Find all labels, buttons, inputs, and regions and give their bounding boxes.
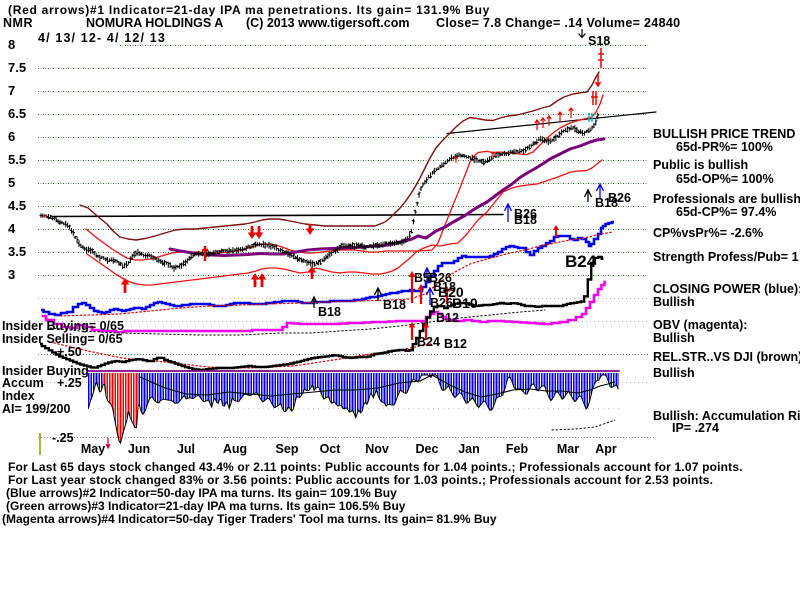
svg-text:Insider Buying: Insider Buying (2, 364, 89, 378)
svg-text:B12: B12 (444, 337, 467, 351)
svg-text:B5: B5 (414, 271, 430, 285)
svg-text:(Red arrows)#1 Indicator=21-da: (Red arrows)#1 Indicator=21-day IPA ma p… (8, 3, 490, 17)
svg-text:Professionals are bullish: Professionals are bullish (653, 192, 800, 206)
svg-text:Aug: Aug (223, 442, 247, 456)
svg-text:CP%vsPr%= -2.6%: CP%vsPr%= -2.6% (653, 226, 763, 240)
svg-text:Apr: Apr (595, 442, 617, 456)
svg-text:B24: B24 (417, 335, 440, 349)
svg-text:Insider Selling= 0/65: Insider Selling= 0/65 (2, 332, 123, 346)
svg-text:+.50: +.50 (57, 345, 82, 359)
svg-text:4.5: 4.5 (8, 198, 26, 213)
svg-text:(C) 2013 www.tigersoft.com: (C) 2013 www.tigersoft.com (246, 16, 409, 30)
svg-text:B18: B18 (433, 280, 456, 294)
svg-text:B26: B26 (429, 271, 452, 285)
svg-text:Nov: Nov (365, 442, 389, 456)
svg-text:REL.STR..VS DJI (brown):: REL.STR..VS DJI (brown): (653, 350, 800, 364)
svg-text:CLOSING POWER (blue):: CLOSING POWER (blue): (653, 282, 800, 296)
svg-text:Sep: Sep (276, 442, 299, 456)
svg-text:For Last year stock changed 8: For Last year stock changed 83% or 3.56 … (8, 473, 713, 487)
svg-text:3: 3 (8, 267, 15, 282)
svg-text:65d-OP%= 100%: 65d-OP%= 100% (676, 172, 774, 186)
svg-text:B24: B24 (565, 252, 597, 271)
svg-text:6: 6 (8, 129, 15, 144)
svg-text:B26: B26 (430, 296, 453, 310)
svg-text:7: 7 (8, 83, 15, 98)
svg-text:OBV (magenta):: OBV (magenta): (653, 318, 747, 332)
svg-text:Oct: Oct (320, 442, 342, 456)
svg-text:Bullish: Bullish (653, 331, 695, 345)
svg-text:S18: S18 (588, 34, 610, 48)
svg-text:Close= 7.8 Change= .14 Volum: Close= 7.8 Change= .14 Volume= 24840 (436, 16, 680, 30)
svg-text:Bullish: Bullish (653, 366, 695, 380)
svg-text:8: 8 (8, 37, 15, 52)
svg-text:Feb: Feb (506, 442, 529, 456)
svg-text:5: 5 (8, 175, 15, 190)
svg-text:Strength Profess/Pub= 1: Strength Profess/Pub= 1 (653, 250, 799, 264)
svg-text:B18: B18 (595, 196, 618, 210)
svg-text:65d-CP%= 97.4%: 65d-CP%= 97.4% (676, 205, 776, 219)
svg-text:65d-PR%= 100%: 65d-PR%= 100% (676, 140, 773, 154)
svg-text:4: 4 (8, 221, 16, 236)
svg-text:For Last 65 days stock changed: For Last 65 days stock changed 43.4% or … (8, 460, 743, 474)
svg-text:+.25: +.25 (57, 376, 82, 390)
svg-text:7.5: 7.5 (8, 60, 26, 75)
svg-text:Insider Buying= 0/65: Insider Buying= 0/65 (2, 319, 124, 333)
svg-text:B18: B18 (383, 298, 406, 312)
svg-text:NMR: NMR (3, 16, 33, 30)
svg-text:Jul: Jul (177, 442, 195, 456)
svg-text:(Magenta arrows)#4 Indicator=5: (Magenta arrows)#4 Indicator=50-day Tige… (2, 512, 497, 526)
svg-text:6.5: 6.5 (8, 106, 26, 121)
svg-text:(Green arrows)#3 Indicator=21-: (Green arrows)#3 Indicator=21-day IPA ma… (6, 499, 406, 513)
svg-text:B26: B26 (608, 191, 631, 205)
svg-text:Accum: Accum (2, 376, 44, 390)
svg-text:AI= 199/200: AI= 199/200 (2, 402, 71, 416)
svg-text:B10: B10 (452, 295, 478, 311)
svg-text:May: May (81, 442, 105, 456)
svg-text:3.5: 3.5 (8, 244, 26, 259)
svg-text:B18: B18 (318, 305, 341, 319)
svg-text:Mar: Mar (557, 442, 579, 456)
svg-text:B18: B18 (514, 213, 537, 227)
svg-text:Index: Index (2, 389, 35, 403)
svg-text:Bullish: Accumulation Risi: Bullish: Accumulation Risi (653, 409, 800, 423)
svg-text:(Blue arrows)#2 Indicator=50-d: (Blue arrows)#2 Indicator=50-day IPA ma … (6, 486, 397, 500)
svg-text:IP= .274: IP= .274 (672, 421, 719, 435)
svg-text:B12: B12 (436, 311, 459, 325)
svg-text:Public is bullish: Public is bullish (653, 158, 748, 172)
svg-text:NOMURA HOLDINGS A: NOMURA HOLDINGS A (86, 16, 223, 30)
svg-text:-.25: -.25 (52, 431, 74, 445)
svg-text:B20: B20 (438, 284, 464, 300)
svg-text:Bullish: Bullish (653, 295, 695, 309)
svg-text:4/ 13/ 12- 4/ 12/ 13: 4/ 13/ 12- 4/ 12/ 13 (38, 31, 166, 45)
svg-text:Dec: Dec (416, 442, 439, 456)
svg-text:Jan: Jan (458, 442, 480, 456)
svg-text:5.5: 5.5 (8, 152, 26, 167)
svg-text:Jun: Jun (128, 442, 150, 456)
svg-text:B26: B26 (514, 207, 537, 221)
svg-text:BULLISH PRICE TREND: BULLISH PRICE TREND (653, 127, 795, 141)
